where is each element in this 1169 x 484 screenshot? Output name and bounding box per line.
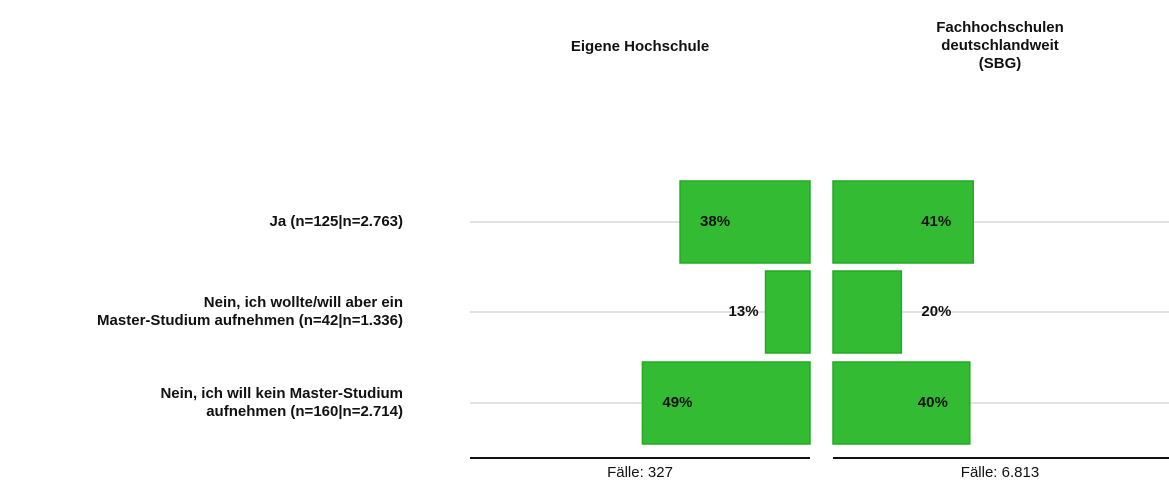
bar	[764, 270, 811, 354]
bar	[679, 180, 811, 264]
bar	[641, 361, 811, 445]
value-label: 38%	[700, 213, 730, 230]
footer: Fälle: 327	[607, 464, 673, 481]
panel-title: Eigene Hochschule	[571, 38, 709, 55]
category-label: Ja (n=125|n=2.763)	[270, 213, 403, 230]
bar	[832, 361, 971, 445]
footer: Fälle: 6.813	[961, 464, 1039, 481]
category-label: Nein, ich wollte/will aber ein Master-Stu…	[97, 294, 403, 329]
value-label: 49%	[662, 394, 692, 411]
value-label: 41%	[921, 213, 951, 230]
category-label: Nein, ich will kein Master-Studium aufneh…	[160, 385, 403, 420]
value-label: 20%	[921, 303, 951, 320]
panel-title: Fachhochschulen deutschlandweit (SBG)	[936, 19, 1064, 72]
value-label: 40%	[918, 394, 948, 411]
bar	[832, 180, 974, 264]
bar	[832, 270, 903, 354]
value-label: 13%	[729, 303, 759, 320]
